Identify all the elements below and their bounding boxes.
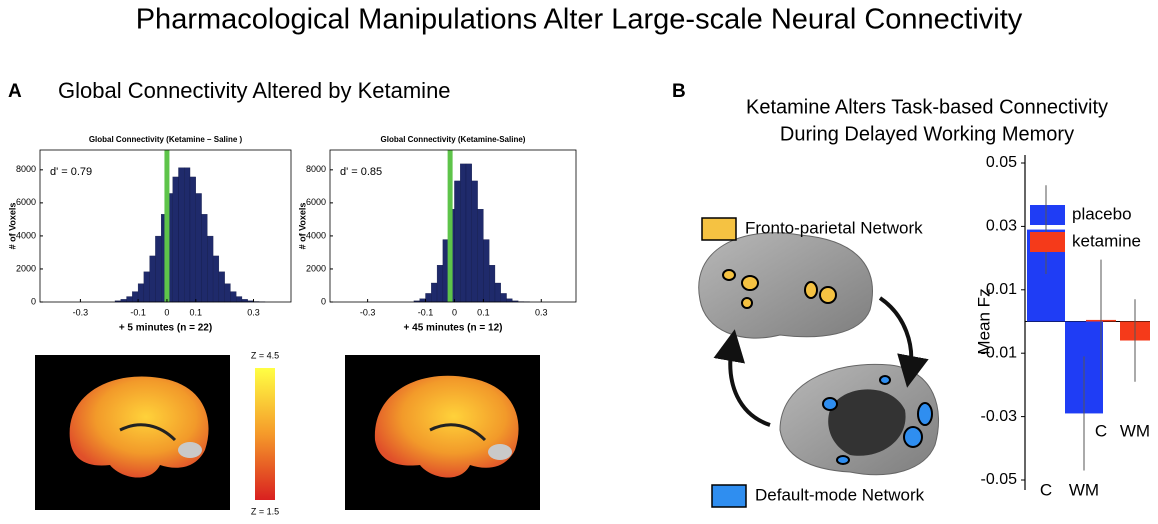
histogram-bar xyxy=(454,180,461,303)
legend-label: Fronto-parietal Network xyxy=(745,218,923,237)
x-axis-label: + 45 minutes (n = 12) xyxy=(404,323,503,334)
colorbar-label: Z = 1.5 xyxy=(251,506,279,516)
histogram-bar xyxy=(471,180,478,303)
histogram-bar xyxy=(126,296,133,303)
legend-label: ketamine xyxy=(1072,231,1141,250)
legend-swatch xyxy=(1030,232,1065,252)
histogram-bar xyxy=(425,293,432,303)
histogram-bar xyxy=(212,255,220,303)
histogram-bar xyxy=(132,291,139,303)
chart-title: Global Connectivity (Ketamine – Saline ) xyxy=(89,135,243,144)
histogram-bar xyxy=(155,235,162,303)
y-tick-label: -0.05 xyxy=(981,471,1018,488)
y-tick-label: 4000 xyxy=(16,230,36,240)
x-tick-label: C xyxy=(1095,421,1107,440)
arrow xyxy=(878,296,929,388)
histogram-bar xyxy=(419,298,426,303)
y-tick-label: 0 xyxy=(321,296,326,306)
histogram-bar xyxy=(465,163,472,303)
panel-title: During Delayed Working Memory xyxy=(780,123,1074,145)
y-tick-label: 8000 xyxy=(16,164,36,174)
histogram-bar xyxy=(184,167,191,303)
histogram-bar xyxy=(500,293,507,303)
brain-surface xyxy=(698,232,873,339)
histogram-bar xyxy=(189,176,196,303)
plot-frame xyxy=(329,149,577,303)
histogram-bar xyxy=(494,282,501,303)
y-tick-label: 0.03 xyxy=(986,218,1017,235)
y-tick-label: 0.05 xyxy=(986,154,1017,171)
histogram-bar xyxy=(506,298,513,303)
legend-swatch xyxy=(1030,205,1065,225)
histogram-bar xyxy=(460,163,467,303)
histogram-bar xyxy=(230,291,237,303)
x-tick-label: 0.1 xyxy=(190,307,203,317)
x-tick-label: WM xyxy=(1069,480,1099,499)
legend-swatch xyxy=(701,217,737,241)
histogram-bar xyxy=(178,167,185,303)
y-tick-label: 2000 xyxy=(306,263,326,273)
histogram-bar xyxy=(483,239,490,303)
legend-label: Default-mode Network xyxy=(755,485,925,504)
histogram-bar xyxy=(201,214,208,303)
histogram-bar xyxy=(477,208,484,303)
x-tick-label: -0.1 xyxy=(418,307,434,317)
y-axis-label: # of Voxels xyxy=(7,203,17,250)
annotation: d' = 0.79 xyxy=(50,166,92,178)
y-tick-label: 6000 xyxy=(306,197,326,207)
y-tick-label: 0.01 xyxy=(986,281,1017,298)
x-tick-label: 0 xyxy=(452,307,457,317)
colorbar-label: Z = 4.5 xyxy=(251,350,279,360)
histogram-bar xyxy=(172,176,179,303)
y-tick-label: 0 xyxy=(31,296,36,306)
panel-title: Ketamine Alters Task-based Connectivity xyxy=(746,96,1108,118)
brain-slice xyxy=(35,355,230,510)
chart-title: Global Connectivity (Ketamine-Saline) xyxy=(381,135,526,144)
x-tick-label: 0.1 xyxy=(477,307,490,317)
brain-surface xyxy=(779,363,940,476)
y-tick-label: 6000 xyxy=(16,197,36,207)
plot-frame xyxy=(39,149,292,303)
figure-title: Pharmacological Manipulations Alter Larg… xyxy=(136,4,1023,36)
x-tick-label: -0.3 xyxy=(73,307,89,317)
x-tick-label: 0 xyxy=(164,307,169,317)
histogram-bar xyxy=(143,271,150,303)
colorbar xyxy=(255,368,275,500)
x-tick-label: -0.3 xyxy=(360,307,376,317)
histogram-bar xyxy=(224,283,231,303)
y-tick-label: -0.01 xyxy=(981,344,1018,361)
panel-label: A xyxy=(8,81,22,102)
histogram-bar xyxy=(489,265,496,303)
x-tick-label: -0.1 xyxy=(130,307,146,317)
histogram-bar xyxy=(236,296,243,303)
y-axis-label: # of Voxels xyxy=(297,203,307,250)
panel-label: B xyxy=(672,81,686,102)
x-tick-label: 0.3 xyxy=(247,307,260,317)
y-tick-label: 4000 xyxy=(306,230,326,240)
x-tick-label: WM xyxy=(1120,421,1150,440)
histogram-bar xyxy=(207,235,214,303)
x-tick-label: 0.3 xyxy=(535,307,548,317)
y-tick-label: 2000 xyxy=(16,263,36,273)
histogram-bar xyxy=(195,193,202,303)
arrow xyxy=(713,329,771,427)
y-axis-label: Mean Fz xyxy=(974,288,993,354)
panel-title: Global Connectivity Altered by Ketamine xyxy=(58,78,451,103)
histogram-bar xyxy=(218,271,225,303)
histogram-bar xyxy=(149,255,156,303)
x-axis-label: + 5 minutes (n = 22) xyxy=(119,323,212,334)
y-tick-label: 8000 xyxy=(306,164,326,174)
histogram-bar xyxy=(431,282,438,303)
x-tick-label: C xyxy=(1040,480,1052,499)
histogram-bar xyxy=(436,265,444,303)
legend-label: placebo xyxy=(1072,204,1132,223)
legend-swatch xyxy=(711,484,747,508)
brain-slice xyxy=(345,355,540,510)
histogram-bar xyxy=(137,283,145,303)
annotation: d' = 0.85 xyxy=(340,166,382,178)
y-tick-label: -0.03 xyxy=(981,408,1018,425)
